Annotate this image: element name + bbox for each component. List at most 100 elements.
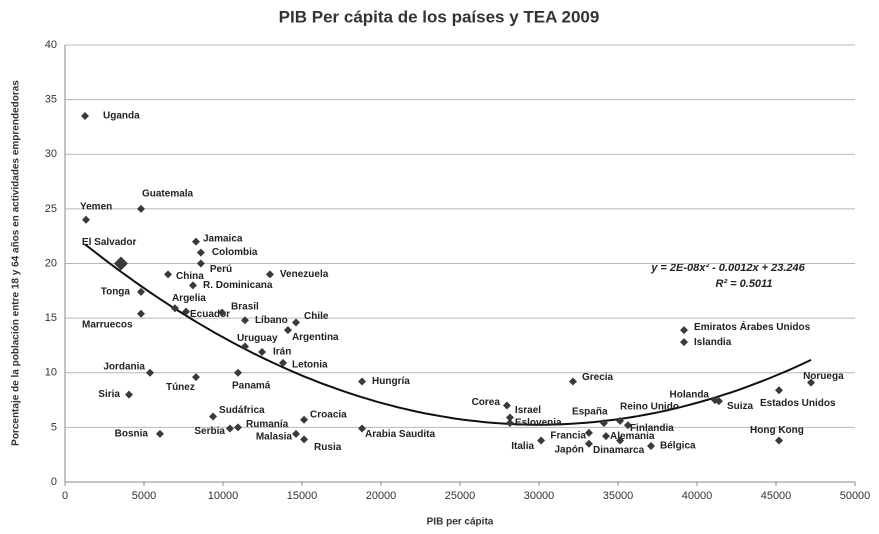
point [616, 436, 625, 445]
point [291, 429, 300, 438]
x-tick-label: 35000 [603, 490, 634, 502]
point-label: Ecuador [190, 309, 230, 320]
x-tick-label: 25000 [445, 490, 476, 502]
chart-title: PIB Per cápita de los países y TEA 2009 [279, 7, 600, 26]
point-label: Hong Kong [750, 425, 804, 436]
point [623, 421, 632, 430]
point-label: Perú [210, 264, 232, 275]
point [775, 386, 784, 395]
point [807, 378, 816, 387]
y-tick-label: 10 [45, 367, 57, 379]
trendline-r2: R² = 0.5011 [716, 278, 773, 290]
point [680, 338, 689, 347]
y-axis-title: Porcentaje de la población entre 18 y 64… [11, 80, 22, 446]
x-tick-label: 15000 [287, 490, 318, 502]
x-tick-label: 10000 [208, 490, 239, 502]
point-label: Malasia [256, 432, 293, 443]
point-label: Túnez [166, 382, 195, 393]
trendline [84, 243, 812, 426]
point-label: Uruguay [237, 333, 278, 344]
x-tick-label: 40000 [682, 490, 713, 502]
point [191, 373, 200, 382]
point-label: China [176, 271, 204, 282]
trendline-equation: y = 2E-08x² - 0.0012x + 23.246 [650, 262, 805, 274]
point-label: Argentina [292, 332, 339, 343]
y-tick-label: 0 [51, 476, 57, 488]
point-label: Japón [554, 444, 583, 455]
point-label: Arabia Saudita [365, 429, 435, 440]
point [599, 419, 608, 428]
y-tick-label: 15 [45, 312, 57, 324]
point [170, 304, 179, 313]
point [258, 347, 267, 356]
point-label: Estados Unidos [760, 398, 836, 409]
point-label: Holanda [670, 390, 710, 401]
point [291, 318, 300, 327]
y-tick-label: 35 [45, 94, 57, 106]
point-label: Islandia [694, 337, 732, 348]
point-label: Líbano [255, 315, 288, 326]
point-label: Jamaica [203, 233, 243, 244]
point [537, 436, 546, 445]
point-label: Jordania [103, 361, 145, 372]
point-label: Yemen [80, 201, 112, 212]
point-label: Dinamarca [593, 445, 645, 456]
x-tick-label: 20000 [366, 490, 397, 502]
point-label: Serbia [194, 426, 225, 437]
point [502, 401, 511, 410]
x-axis-title: PIB per cápita [427, 517, 494, 528]
y-tick-label: 20 [45, 257, 57, 269]
point [775, 436, 784, 445]
point [234, 423, 243, 432]
point [225, 424, 234, 433]
point [300, 415, 309, 424]
point-label: Tonga [101, 287, 131, 298]
point [279, 358, 288, 367]
point-label: Bélgica [660, 441, 696, 452]
point-label: Colombia [212, 247, 258, 258]
point-label: Siria [98, 389, 120, 400]
y-tick-label: 40 [45, 39, 57, 51]
point [155, 429, 164, 438]
point [113, 256, 128, 271]
point [191, 237, 200, 246]
point-label: Hungría [372, 376, 410, 387]
point-label: Francia [550, 430, 586, 441]
point-label: Venezuela [280, 269, 329, 280]
point [584, 428, 593, 437]
point [136, 287, 145, 296]
point-label: Israel [515, 405, 541, 416]
x-tick-label: 0 [62, 490, 68, 502]
point [584, 439, 593, 448]
point [358, 377, 367, 386]
point [196, 248, 205, 257]
point-label: Alemania [610, 431, 655, 442]
point-label: Chile [304, 311, 329, 322]
point [714, 397, 723, 406]
point [164, 270, 173, 279]
point-label: Suiza [727, 401, 754, 412]
point-label: R. Dominicana [203, 280, 273, 291]
point-label: Bosnia [115, 429, 149, 440]
point [647, 441, 656, 450]
point [182, 307, 191, 316]
point [265, 270, 274, 279]
point-label: Sudáfrica [219, 405, 265, 416]
point [209, 412, 218, 421]
point-label: Argelia [172, 293, 206, 304]
point-label: Brasil [231, 301, 259, 312]
point-label: Irán [273, 347, 291, 358]
point [146, 368, 155, 377]
x-tick-label: 30000 [524, 490, 555, 502]
point [568, 377, 577, 386]
point [82, 215, 91, 224]
point-label: Corea [472, 397, 501, 408]
y-tick-label: 25 [45, 203, 57, 215]
point [680, 326, 689, 335]
point-label: Panamá [232, 380, 271, 391]
point [218, 308, 227, 317]
point-label: Reino Unido [620, 401, 679, 412]
point-label: El Salvador [82, 237, 137, 248]
point-label: Marruecos [82, 319, 133, 330]
